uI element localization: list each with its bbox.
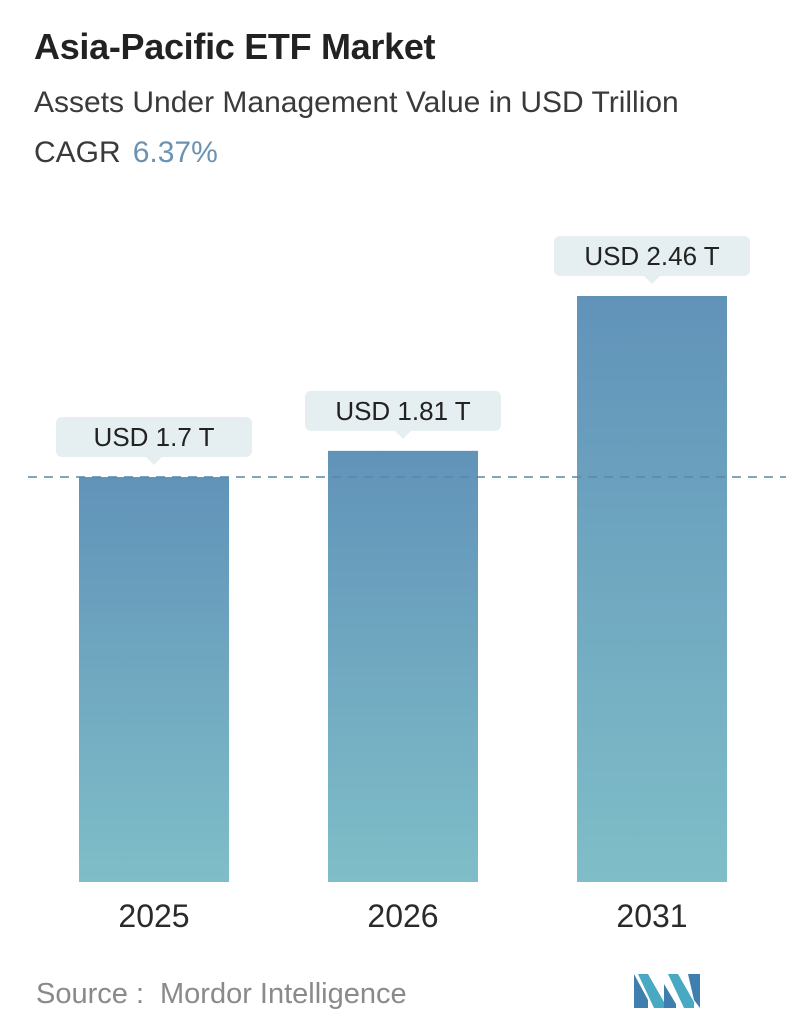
x-tick-2031: 2031	[616, 898, 687, 934]
source-name: Mordor Intelligence	[160, 978, 407, 1010]
source-note: Source : Mordor Intelligence	[36, 978, 407, 1011]
cagr-label: CAGR	[34, 136, 121, 169]
svg-text:USD 1.81 T: USD 1.81 T	[335, 396, 470, 426]
bar-2031	[577, 296, 727, 882]
source-label: Source :	[36, 978, 144, 1010]
cagr-line: CAGR 6.37%	[34, 136, 218, 170]
chart-title: Asia-Pacific ETF Market	[34, 26, 436, 67]
data-label-2026: USD 1.81 T	[305, 390, 501, 439]
svg-text:USD 2.46 T: USD 2.46 T	[584, 241, 719, 271]
x-tick-2026: 2026	[367, 898, 438, 934]
mordor-intelligence-logo-icon	[634, 974, 700, 1008]
bar-chart: USD 1.7 T USD 1.81 T USD 2.46 T 2025 2026 20…	[28, 236, 786, 934]
data-label-2031: USD 2.46 T	[554, 236, 750, 284]
svg-text:USD 1.7 T: USD 1.7 T	[94, 422, 215, 452]
bar-2025	[79, 477, 229, 882]
data-label-2025: USD 1.7 T	[56, 417, 252, 466]
chart-subtitle: Assets Under Management Value in USD Tri…	[34, 86, 679, 119]
x-tick-2025: 2025	[118, 898, 189, 934]
bar-2026	[328, 450, 478, 882]
cagr-value: 6.37%	[132, 136, 218, 169]
